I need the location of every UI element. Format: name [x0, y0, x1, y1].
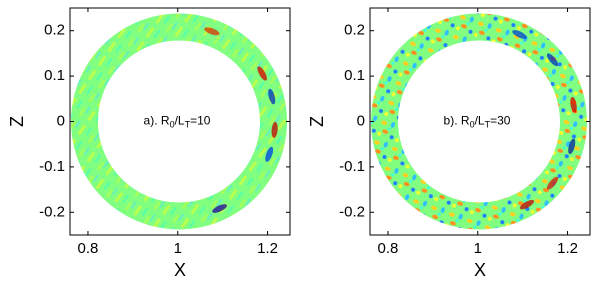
- field-feature: [546, 176, 559, 190]
- y-tick-label: 0.2: [44, 22, 65, 39]
- y-tick-label: 0: [57, 112, 65, 129]
- y-tick-label: 0.2: [344, 22, 365, 39]
- y-tick-label: -0.1: [39, 158, 65, 175]
- annotation-part: 0: [170, 120, 175, 130]
- x-tick-label: 1: [474, 240, 482, 257]
- annotation-part: /L: [475, 114, 485, 128]
- y-tick-label: 0.1: [44, 67, 65, 84]
- y-axis-label: Z: [7, 116, 27, 127]
- annotation-part: =10: [190, 114, 211, 128]
- annotation-part: 0: [470, 120, 475, 130]
- x-tick-label: 1.2: [557, 240, 578, 257]
- annotation: a). R0/LT=10: [144, 114, 211, 130]
- field-feature: [570, 96, 577, 113]
- annotation-part: T: [485, 120, 491, 130]
- annotation-part: T: [185, 120, 191, 130]
- y-tick-label: -0.1: [339, 158, 365, 175]
- annotation-part: =30: [490, 114, 511, 128]
- field-feature: [212, 204, 227, 213]
- field-feature: [546, 53, 559, 67]
- annotation-part: b). R: [444, 114, 470, 128]
- x-tick-label: 1: [174, 240, 182, 257]
- x-tick-label: 1.2: [257, 240, 278, 257]
- field-feature: [265, 146, 274, 162]
- field-feature: [204, 27, 220, 36]
- panel: 0.8 1 1.2-0.2-0.100.10.2XZ b). R0/LT=30: [307, 7, 591, 280]
- panel: 0.8 1 1.2-0.2-0.100.10.2XZ a). R0/LT=10: [7, 7, 291, 280]
- field-feature: [257, 66, 267, 81]
- x-axis-label: X: [474, 260, 486, 280]
- field-feature: [519, 199, 535, 210]
- annotation-part: /L: [175, 114, 185, 128]
- field-feature: [271, 121, 278, 138]
- y-tick-label: -0.2: [39, 203, 65, 220]
- field-feature: [568, 138, 576, 155]
- x-tick-label: 0.8: [378, 240, 399, 257]
- y-tick-label: 0.1: [344, 67, 365, 84]
- x-axis-label: X: [174, 260, 186, 280]
- field-feature: [512, 30, 527, 39]
- y-tick-label: 0: [357, 112, 365, 129]
- y-tick-label: -0.2: [339, 203, 365, 220]
- field-feature: [268, 88, 276, 105]
- x-tick-label: 0.8: [78, 240, 99, 257]
- annotation: b). R0/LT=30: [444, 114, 511, 130]
- y-axis-label: Z: [307, 116, 327, 127]
- annotation-part: a). R: [144, 114, 170, 128]
